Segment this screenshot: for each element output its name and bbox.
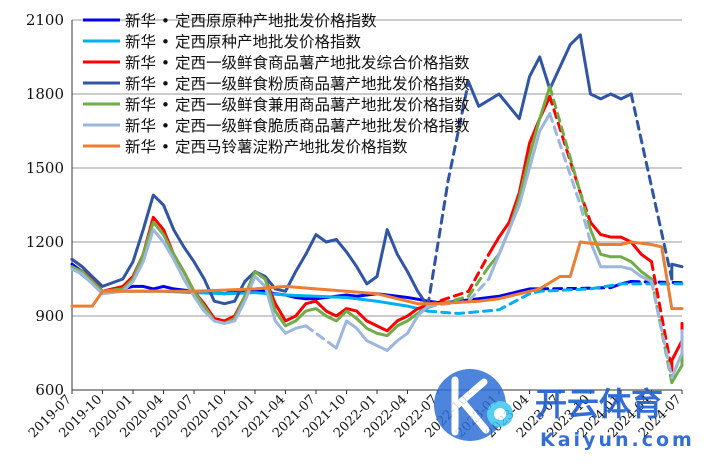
y-tick-label: 1800 — [26, 85, 64, 103]
legend-label: 新华 • 定西一级鲜食粉质商品薯产地批发价格指数 — [125, 75, 470, 93]
series-line-dashed — [304, 324, 338, 350]
series-line-dashed — [629, 280, 684, 285]
series-line-dashed — [426, 282, 684, 315]
series-line — [589, 240, 653, 283]
series-line-dashed — [426, 252, 491, 307]
legend-label: 新华 • 定西一级鲜食兼用商品薯产地批发价格指数 — [125, 96, 470, 114]
series-line-dashed — [548, 95, 592, 224]
series-line — [467, 33, 633, 121]
legend-label: 新华 • 定西原原种产地批发价格指数 — [125, 12, 377, 30]
legend-label: 新华 • 定西马铃薯淀粉产地批发价格指数 — [125, 138, 408, 156]
watermark-logo-icon — [434, 369, 513, 441]
watermark: 开云体育 Kaiyun.com — [434, 369, 695, 451]
legend-label: 新华 • 定西一级鲜食脆质商品薯产地批发价格指数 — [125, 117, 470, 135]
y-axis: 600 900 1200 1500 1800 2100 — [26, 11, 73, 399]
y-tick-label: 2100 — [26, 11, 64, 29]
series-line-dashed — [548, 85, 592, 232]
y-tick-label: 900 — [35, 307, 64, 325]
series-line — [70, 228, 308, 335]
series-line — [70, 220, 430, 338]
legend-label: 新华 • 定西一级鲜食商品薯产地批发综合价格指数 — [125, 54, 470, 72]
legend-label: 新华 • 定西原种产地批发价格指数 — [125, 33, 361, 51]
series-line-dashed — [426, 80, 470, 308]
series-lines — [70, 33, 684, 385]
series-line — [70, 240, 684, 311]
series-line — [487, 112, 552, 281]
series-line-dashed — [629, 92, 674, 281]
series-line — [670, 262, 684, 281]
y-tick-label: 600 — [35, 381, 64, 399]
watermark-sub: Kaiyun.com — [540, 429, 695, 451]
series-line — [334, 304, 430, 352]
series-line-dashed — [650, 260, 674, 372]
series-7 — [70, 240, 684, 311]
watermark-brand: 开云体育 — [535, 385, 663, 423]
series-line — [589, 220, 653, 264]
y-tick-label: 1500 — [26, 159, 64, 177]
series-line — [589, 228, 653, 281]
series-line — [670, 329, 684, 380]
y-tick-label: 1200 — [26, 233, 64, 251]
series-line-dashed — [650, 280, 674, 380]
series-line-dashed — [548, 112, 592, 244]
